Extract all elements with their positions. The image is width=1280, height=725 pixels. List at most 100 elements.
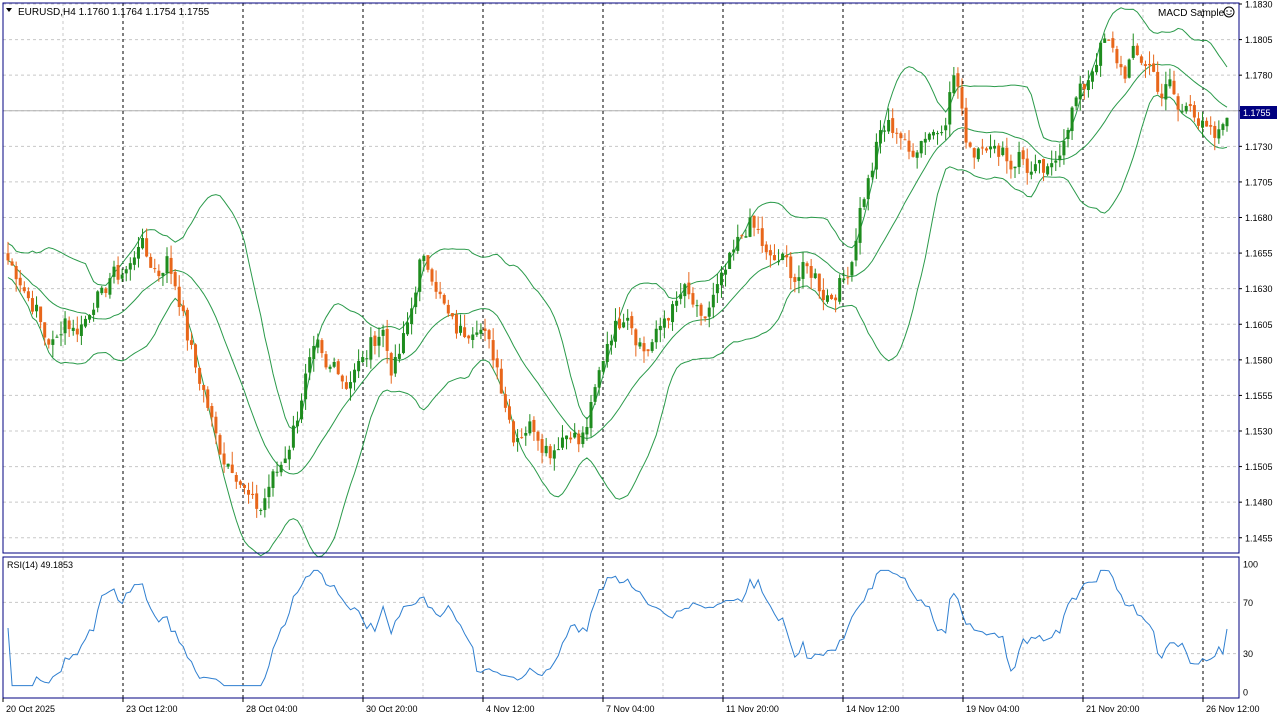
candle-body xyxy=(1013,166,1017,169)
candle-body xyxy=(291,425,295,448)
candle-body xyxy=(565,435,569,440)
candle-body xyxy=(136,246,140,259)
candle-body xyxy=(638,342,642,347)
candle-body xyxy=(1156,71,1160,92)
candle-body xyxy=(618,318,622,329)
candle-body xyxy=(1205,120,1209,127)
candle-body xyxy=(1037,160,1041,164)
candle-body xyxy=(528,421,532,434)
candle-body xyxy=(295,420,299,427)
candle-body xyxy=(503,394,507,408)
candle-body xyxy=(226,463,230,467)
price-tick-label: 1.1830 xyxy=(1245,0,1273,10)
candle-body xyxy=(813,273,817,279)
candle-body xyxy=(210,406,214,418)
candle-body xyxy=(177,286,181,307)
candle-body xyxy=(671,304,675,323)
candle-body xyxy=(389,353,393,376)
candle-body xyxy=(825,295,829,302)
candle-body xyxy=(467,335,471,339)
rsi-series-line xyxy=(7,569,1228,687)
current-price-tag xyxy=(1240,106,1277,119)
candle-body xyxy=(944,125,948,131)
candle-body xyxy=(777,261,781,263)
candle-body xyxy=(1066,130,1070,140)
candle-body xyxy=(573,432,577,438)
candle-body xyxy=(891,118,895,133)
candle-body xyxy=(446,304,450,314)
candle-body xyxy=(275,471,279,473)
current-price-label: 1.1755 xyxy=(1243,108,1271,118)
candle-body xyxy=(320,340,324,354)
candle-body xyxy=(406,322,410,335)
candle-body xyxy=(874,141,878,170)
candle-body xyxy=(259,510,263,512)
candle-body xyxy=(662,318,666,328)
candle-body xyxy=(377,336,381,346)
candle-body xyxy=(658,325,662,331)
candle-body xyxy=(601,361,605,372)
dropdown-icon[interactable] xyxy=(6,8,12,12)
candle-body xyxy=(336,361,340,375)
time-label: 28 Oct 04:00 xyxy=(246,704,298,714)
candle-body xyxy=(520,437,524,439)
candle-body xyxy=(173,272,177,287)
candle-body xyxy=(218,435,222,455)
candle-body xyxy=(793,277,797,282)
time-label: 14 Nov 12:00 xyxy=(846,704,900,714)
candle-body xyxy=(1127,59,1131,78)
candle-body xyxy=(577,433,581,445)
candle-body xyxy=(964,107,968,143)
candle-body xyxy=(809,265,813,278)
candle-body xyxy=(161,272,165,276)
candle-body xyxy=(581,432,585,445)
candle-body xyxy=(1131,45,1135,58)
candle-body xyxy=(630,316,634,329)
candle-body xyxy=(560,437,564,448)
candle-body xyxy=(30,298,34,312)
candle-body xyxy=(593,387,597,402)
candle-body xyxy=(1029,171,1033,175)
candle-body xyxy=(340,375,344,382)
candle-body xyxy=(459,325,463,333)
bollinger-bands xyxy=(7,7,1228,558)
candle-body xyxy=(442,294,446,304)
candle-body xyxy=(328,366,332,369)
candle-body xyxy=(14,265,18,280)
candle-body xyxy=(308,357,312,373)
time-label: 30 Oct 20:00 xyxy=(366,704,418,714)
candle-body xyxy=(67,320,71,330)
candle-body xyxy=(1042,159,1046,173)
expert-label: MACD Sample xyxy=(1158,8,1225,19)
candle-body xyxy=(365,358,369,360)
candle-body xyxy=(732,249,736,253)
candle-body xyxy=(332,362,336,367)
price-tick-label: 1.1805 xyxy=(1245,35,1273,45)
candle-body xyxy=(626,317,630,321)
price-tick-label: 1.1655 xyxy=(1245,249,1273,259)
candle-body xyxy=(1201,120,1205,128)
candle-body xyxy=(980,147,984,149)
candle-body xyxy=(128,263,132,270)
candle-body xyxy=(267,486,271,498)
candle-body xyxy=(1180,111,1184,113)
candle-body xyxy=(475,332,479,335)
candle-body xyxy=(1001,147,1005,156)
candle-body xyxy=(785,255,789,258)
candle-body xyxy=(948,92,952,125)
candle-body xyxy=(283,458,287,464)
candle-body xyxy=(695,305,699,307)
candle-body xyxy=(373,335,377,346)
candle-body xyxy=(194,344,198,368)
time-label: 11 Nov 20:00 xyxy=(726,704,779,714)
candle-body xyxy=(1172,80,1176,95)
candle-body xyxy=(316,339,320,348)
candle-body xyxy=(287,449,291,460)
candle-body xyxy=(361,357,365,363)
expert-smile-icon[interactable] xyxy=(1223,6,1235,18)
candle-body xyxy=(471,334,475,340)
candle-body xyxy=(96,291,100,308)
candle-body xyxy=(1123,66,1127,79)
